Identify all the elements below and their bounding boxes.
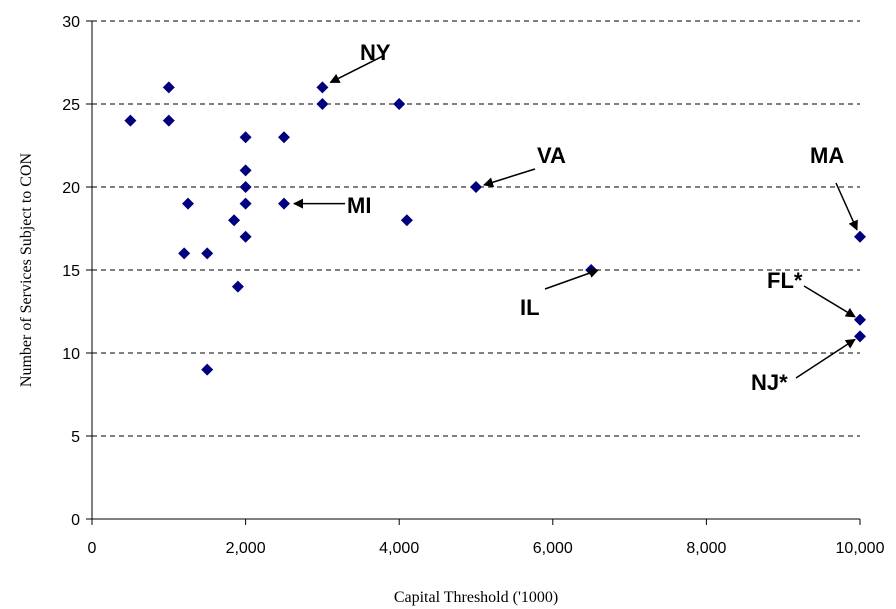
data-point xyxy=(162,81,175,94)
annotation-label: FL* xyxy=(767,268,803,293)
annotation-arrow xyxy=(795,338,856,379)
data-point xyxy=(201,247,214,260)
data-point xyxy=(201,363,214,376)
annotation-arrow xyxy=(835,182,858,231)
data-point xyxy=(278,131,290,144)
data-point xyxy=(231,280,244,293)
data-point xyxy=(393,98,406,110)
annotation-label: MI xyxy=(347,193,371,218)
data-point xyxy=(316,98,329,110)
x-tick-label: 4,000 xyxy=(379,540,419,557)
annotation-arrow xyxy=(803,285,856,318)
data-point xyxy=(239,131,252,144)
data-point xyxy=(316,81,329,94)
x-tick-labels: 0 2,000 4,000 6,000 8,000 10,000 xyxy=(88,540,885,557)
data-point xyxy=(162,114,175,127)
y-tick-label: 5 xyxy=(71,429,80,446)
y-tick-label: 10 xyxy=(62,346,80,363)
axes xyxy=(86,20,861,525)
data-point xyxy=(239,230,252,243)
y-tick-label: 20 xyxy=(62,180,80,197)
annotation-label: IL xyxy=(520,295,540,320)
x-tick-label: 8,000 xyxy=(686,540,726,557)
annotation-label: MA xyxy=(810,143,844,168)
data-point xyxy=(182,197,194,210)
y-axis-title: Number of Services Subject to CON xyxy=(18,152,35,387)
y-tick-label: 0 xyxy=(71,512,80,529)
data-point xyxy=(239,164,252,177)
data-point xyxy=(178,247,191,260)
data-point xyxy=(278,197,290,210)
y-tick-label: 30 xyxy=(62,14,80,31)
x-tick-label: 0 xyxy=(88,540,97,557)
data-point xyxy=(228,214,241,227)
x-axis-title: Capital Threshold ('1000) xyxy=(394,589,558,606)
data-point xyxy=(470,181,482,193)
data-points xyxy=(124,81,866,376)
annotation-arrow xyxy=(483,168,536,188)
data-point xyxy=(239,197,252,210)
y-tick-labels: 0 5 10 15 20 25 30 xyxy=(62,14,80,529)
annotation-arrow xyxy=(329,55,384,84)
annotations: NY VA MI IL MA FL* NJ* xyxy=(293,40,858,395)
data-point xyxy=(854,330,866,343)
annotation-arrow xyxy=(544,268,600,290)
y-tick-label: 25 xyxy=(62,97,80,114)
data-point xyxy=(124,114,137,127)
x-tick-label: 6,000 xyxy=(533,540,573,557)
data-point xyxy=(854,313,866,326)
annotation-label: VA xyxy=(537,143,566,168)
x-tick-label: 10,000 xyxy=(836,540,885,557)
annotation-label: NJ* xyxy=(751,370,788,395)
y-tick-label: 15 xyxy=(62,263,80,280)
data-point xyxy=(239,181,252,193)
x-tick-label: 2,000 xyxy=(226,540,266,557)
grid-lines xyxy=(92,20,860,437)
data-point xyxy=(854,230,866,243)
annotation-label: NY xyxy=(360,40,391,65)
data-point xyxy=(400,214,413,227)
